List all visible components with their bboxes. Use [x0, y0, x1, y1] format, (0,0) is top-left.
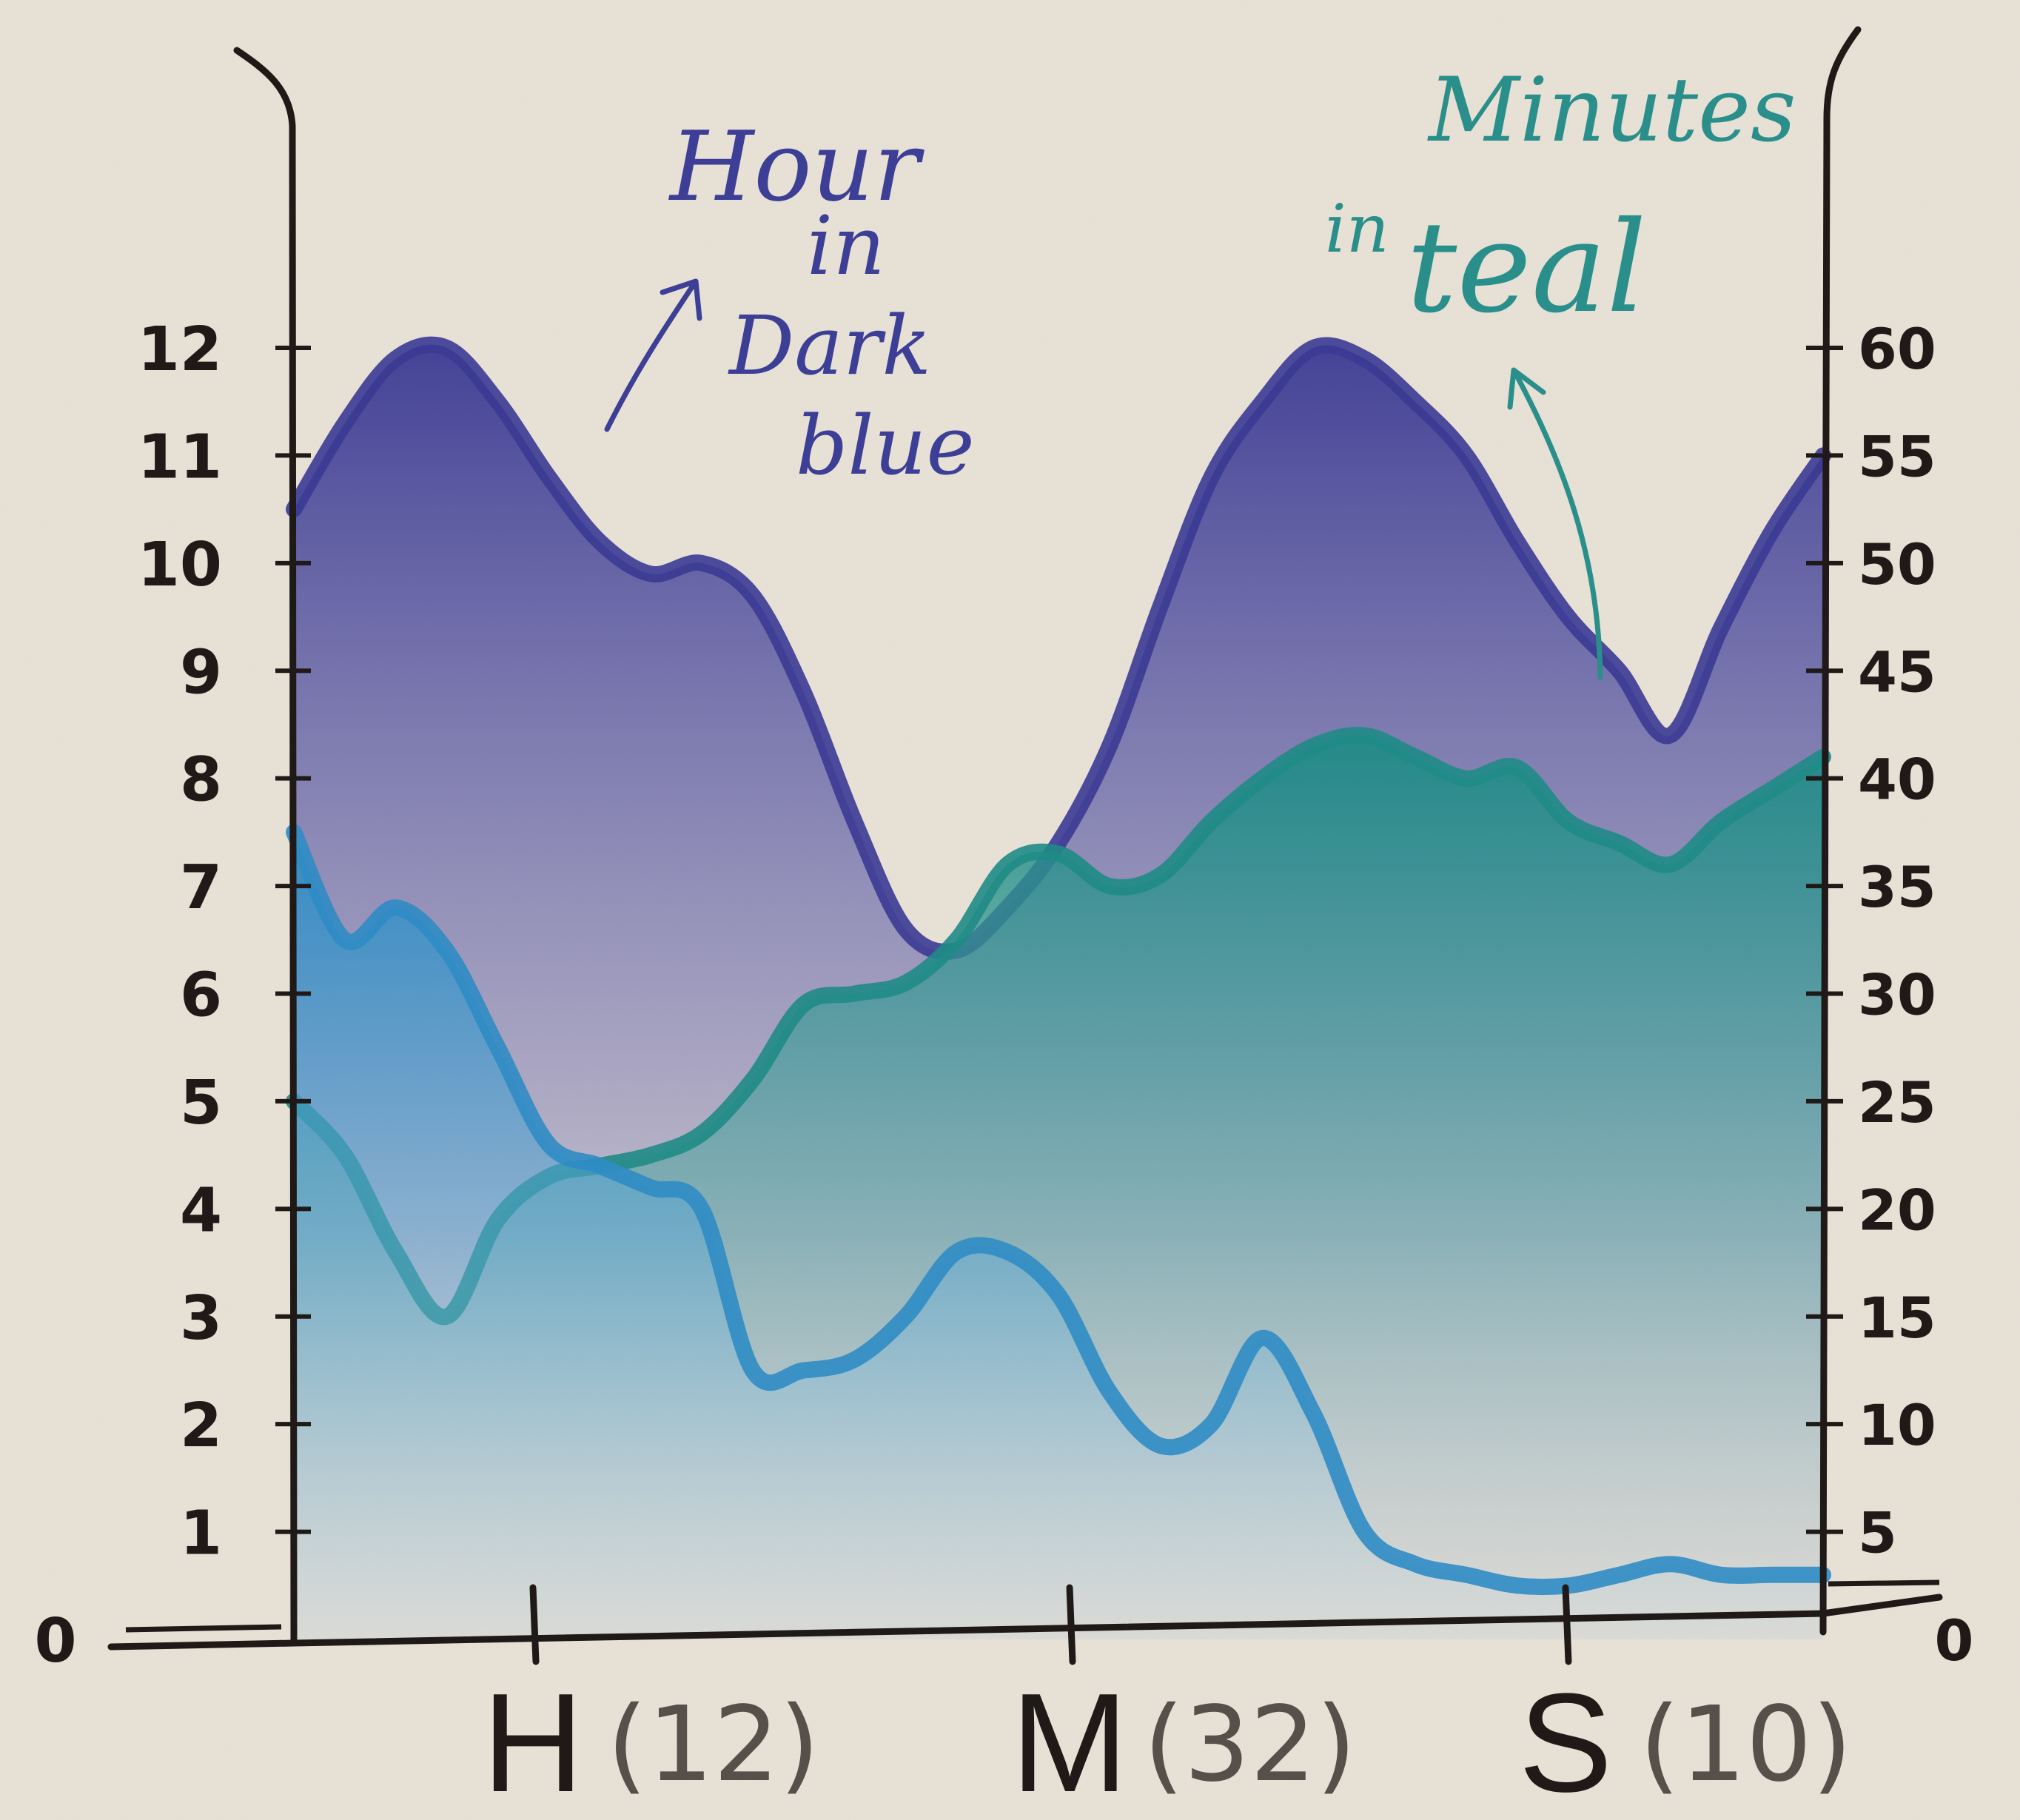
right-tick-label: 5 — [1858, 1500, 1897, 1566]
left-tick-label: 8 — [180, 745, 222, 816]
right-tick-label: 55 — [1858, 423, 1936, 489]
left-tick-label: 4 — [180, 1175, 222, 1246]
x-category-letter: S — [1519, 1665, 1613, 1820]
hour-annotation-arrow — [604, 278, 702, 432]
right-axis-ticks: 05 10 15 20 25 30 35 40 45 50 55 60 — [1806, 316, 1973, 1673]
minutes-annotation-line-1: Minutes — [1427, 59, 1796, 162]
x-tick-mark — [529, 1584, 540, 1665]
x-tick-mark — [1066, 1584, 1076, 1665]
right-tick-label: 50 — [1858, 531, 1936, 597]
right-tick-label: 40 — [1858, 747, 1936, 813]
x-category-count: (10) — [1640, 1685, 1852, 1805]
left-tick-label: 9 — [180, 637, 222, 708]
x-category-count: (32) — [1144, 1685, 1356, 1805]
left-tick-label: 6 — [180, 961, 222, 1031]
x-axis-line — [107, 1594, 1943, 1651]
x-tick-mark — [1562, 1584, 1572, 1665]
right-tick-label: 60 — [1858, 316, 1936, 382]
left-tick-label: 3 — [180, 1283, 222, 1354]
minutes-annotation-line-3: teal — [1406, 195, 1647, 341]
right-tick-label: 0 — [1935, 1608, 1974, 1673]
right-tick-label: 35 — [1858, 854, 1936, 920]
left-tick-label: 0 — [34, 1606, 76, 1676]
hour-annotation-line-2: in — [807, 198, 885, 293]
right-tick-label: 30 — [1858, 962, 1936, 1028]
left-axis-line — [233, 47, 298, 1647]
hour-annotation: Hour in Dark blue — [604, 110, 975, 493]
right-tick-label: 25 — [1858, 1069, 1936, 1135]
axes-group — [107, 26, 1943, 1651]
hour-annotation-line-3: Dark — [728, 298, 931, 393]
area-series-group — [286, 336, 1831, 1639]
left-tick-label: 5 — [180, 1068, 222, 1138]
hour-annotation-line-1: Hour — [668, 110, 925, 223]
hour-annotation-line-4: blue — [796, 398, 975, 493]
right-tick-label: 20 — [1858, 1177, 1936, 1243]
x-axis-categories: H (12) M (32) S (10) — [482, 1584, 1852, 1820]
minutes-annotation-line-2: in — [1325, 190, 1389, 268]
right-tick-label: 15 — [1858, 1285, 1936, 1351]
minutes-annotation: Minutes in teal — [1325, 59, 1796, 680]
left-tick-label: 7 — [180, 853, 222, 923]
x-category-count: (12) — [607, 1685, 819, 1805]
left-tick-label: 12 — [138, 315, 222, 385]
right-axis-line — [1819, 26, 1862, 1636]
left-tick-label: 11 — [138, 422, 222, 492]
minutes-annotation-arrow — [1507, 367, 1603, 680]
right-tick-label: 45 — [1858, 639, 1936, 705]
x-axis-double-line-left — [125, 1624, 282, 1633]
x-category-letter: M — [1011, 1665, 1128, 1820]
area-edge-dark-blue — [286, 336, 1831, 960]
area-fill-light-blue — [294, 832, 1823, 1639]
left-tick-label: 1 — [180, 1499, 222, 1569]
left-tick-label: 10 — [138, 530, 222, 600]
left-tick-label: 2 — [180, 1391, 222, 1461]
right-tick-label: 10 — [1858, 1392, 1936, 1458]
x-axis-double-line-right — [1828, 1579, 1940, 1587]
x-category-letter: H — [482, 1665, 583, 1820]
area-edge-light-blue — [286, 824, 1831, 1596]
